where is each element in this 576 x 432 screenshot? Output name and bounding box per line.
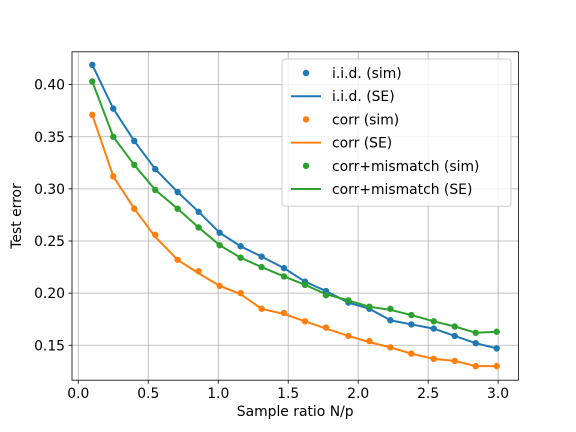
legend-entry: corr (SE) [291, 136, 392, 152]
data-point [195, 224, 202, 231]
data-point [110, 173, 117, 180]
series-line-corr-se [91, 114, 497, 368]
legend-marker [302, 69, 310, 77]
data-point [493, 362, 500, 370]
y-tick-label: 0.15 [34, 338, 65, 354]
data-point [152, 231, 159, 238]
series-points-corr-sim [89, 111, 500, 370]
legend-label: corr (SE) [332, 136, 392, 152]
legend-box [281, 58, 512, 207]
data-point [451, 323, 458, 330]
legend-label: i.i.d. (SE) [332, 89, 395, 105]
data-point [366, 303, 373, 310]
data-point [195, 268, 202, 275]
data-point [258, 253, 265, 260]
data-point [345, 297, 352, 304]
data-point [195, 208, 202, 216]
y-axis-label: Test error [9, 183, 25, 250]
x-axis-ticks: 0.0 0.5 1.0 1.5 2.0 2.5 3.0 [67, 380, 509, 402]
data-point [174, 205, 181, 212]
x-tick-label: 0.5 [137, 386, 159, 402]
x-tick-label: 2.0 [347, 386, 369, 402]
data-point [258, 305, 265, 312]
legend-label: i.i.d. (sim) [332, 66, 402, 82]
data-point [237, 254, 244, 261]
data-point [89, 78, 96, 85]
data-point [387, 317, 394, 324]
data-point [110, 105, 117, 112]
data-point [152, 165, 159, 173]
data-point [387, 305, 394, 312]
y-tick-label: 0.35 [34, 130, 65, 146]
x-tick-label: 0.0 [67, 386, 89, 402]
data-point [345, 332, 352, 340]
data-point [216, 282, 223, 290]
x-tick-label: 2.5 [417, 386, 439, 402]
legend-entry: i.i.d. (SE) [291, 89, 395, 105]
data-point [280, 309, 288, 317]
legend-entry: i.i.d. (sim) [302, 66, 402, 82]
y-tick-label: 0.30 [34, 182, 65, 198]
data-point [131, 205, 138, 212]
data-point [472, 362, 479, 370]
data-point [408, 311, 415, 319]
data-point [408, 350, 415, 357]
legend-entry: corr (sim) [302, 112, 399, 128]
data-point [258, 263, 265, 271]
data-point [366, 337, 373, 345]
data-point [408, 321, 415, 328]
axes-frame [71, 51, 519, 381]
data-point [110, 133, 117, 140]
data-point [237, 243, 244, 250]
x-tick-label: 1.0 [207, 386, 229, 402]
data-point [280, 273, 288, 280]
legend-label: corr (sim) [332, 112, 399, 128]
y-tick-label: 0.25 [34, 234, 65, 250]
series-line-i-i-d-se [91, 64, 497, 350]
data-point [216, 241, 223, 249]
data-point [451, 357, 458, 365]
x-tick-label: 1.5 [277, 386, 299, 402]
data-point [430, 355, 437, 363]
data-point [152, 186, 159, 194]
plot-series [89, 61, 500, 370]
legend-label: corr+mismatch (sim) [332, 159, 479, 175]
legend-marker [302, 162, 310, 169]
data-point [430, 325, 437, 332]
data-point [472, 339, 479, 347]
x-tick-label: 3.0 [487, 386, 509, 402]
legend-entry: corr+mismatch (SE) [291, 182, 472, 198]
series-points-corr-mismatch-sim [89, 78, 500, 336]
data-point [322, 292, 330, 299]
data-point [493, 328, 500, 335]
data-point [237, 289, 244, 297]
y-axis-ticks: 0.15 0.20 0.25 0.30 0.35 0.40 [34, 78, 72, 354]
data-point [430, 318, 437, 325]
data-point [387, 344, 394, 351]
legend-label: corr+mismatch (SE) [332, 182, 472, 198]
y-tick-label: 0.20 [34, 286, 65, 302]
data-point [131, 137, 138, 145]
data-point [174, 188, 181, 196]
data-point [472, 329, 479, 336]
legend-entry: corr+mismatch (sim) [302, 159, 479, 175]
data-point [89, 111, 96, 119]
data-point [280, 264, 288, 272]
data-point [301, 281, 309, 289]
x-axis-label: Sample ratio N/p [237, 404, 354, 420]
series-line-corr-mismatch-se [91, 81, 497, 334]
data-point [89, 61, 96, 69]
data-point [301, 318, 309, 325]
legend: i.i.d. (sim) i.i.d. (SE) corr (sim) corr (S… [281, 58, 512, 207]
data-point [131, 161, 138, 169]
y-tick-label: 0.40 [34, 78, 65, 94]
data-point [493, 345, 500, 352]
data-point [322, 324, 330, 331]
data-point [451, 332, 458, 340]
data-point [174, 256, 181, 263]
legend-marker [302, 116, 310, 123]
data-point [216, 229, 223, 236]
